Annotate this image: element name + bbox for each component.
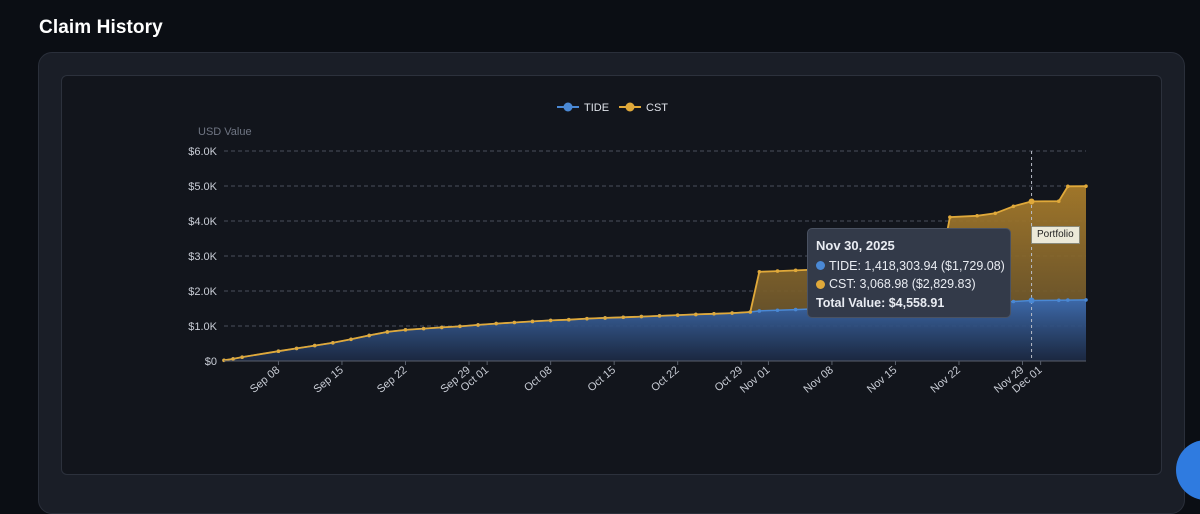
tide-point	[1066, 298, 1070, 302]
cst-point	[585, 316, 589, 321]
cst-dot-icon	[816, 279, 825, 289]
cst-point	[294, 346, 299, 351]
cst-point	[222, 358, 226, 363]
cst-point	[349, 337, 353, 342]
cst-point	[993, 211, 998, 216]
cst-point	[439, 325, 444, 330]
tide-point	[757, 309, 762, 313]
cst-point	[775, 269, 780, 273]
legend-item-cst: CST	[619, 102, 668, 114]
cst-point	[1084, 184, 1088, 188]
cst-point	[567, 317, 571, 322]
tooltip-tide-text: TIDE: 1,418,303.94 ($1,729.08)	[829, 258, 1005, 273]
legend-label: CST	[646, 102, 668, 114]
x-tick-label: Nov 08	[801, 364, 835, 396]
tide-point	[1011, 299, 1016, 304]
tide-point	[1056, 298, 1061, 303]
x-tick-label: Nov 01	[738, 364, 772, 396]
x-tick-label: Sep 22	[375, 364, 409, 396]
claim-history-chart[interactable]: $0 $1.0K $2.0K $3.0K $4.0K $5.0K $6.0K USD Valu…	[0, 0, 1200, 485]
cst-point	[312, 343, 317, 348]
cst-point	[675, 313, 680, 317]
cst-point	[657, 314, 662, 318]
cst-point	[548, 318, 553, 323]
cst-point	[948, 215, 952, 219]
x-tick-label: Sep 08	[248, 364, 282, 396]
cst-point	[694, 312, 698, 317]
cst-point	[421, 326, 426, 331]
cst-point	[1066, 184, 1070, 189]
x-tick-label: Sep 15	[311, 364, 345, 396]
tooltip-row-cst: CST: 3,068.98 ($2,829.83)	[816, 275, 1002, 294]
x-tick-label: Oct 08	[522, 364, 555, 394]
tooltip-title: Nov 30, 2025	[816, 238, 895, 253]
y-tick-label: $4.0K	[188, 216, 217, 228]
cst-point	[748, 310, 753, 314]
cst-point	[1011, 204, 1016, 209]
legend-swatch-dot	[563, 102, 573, 112]
cst-point	[975, 213, 979, 218]
cst-point	[458, 324, 462, 329]
cst-point	[757, 269, 762, 274]
y-axis-title: USD Value	[198, 126, 252, 138]
tide-dot-icon	[816, 261, 825, 270]
x-tick-label: Oct 15	[586, 364, 619, 394]
cst-point	[603, 316, 607, 320]
cst-point	[240, 355, 244, 359]
cst-point	[367, 333, 371, 338]
cst-point	[1056, 199, 1061, 204]
cst-point	[639, 314, 644, 319]
crosshair-label: Portfolio	[1031, 226, 1080, 244]
cst-point	[621, 315, 626, 320]
y-tick-label: $2.0K	[188, 286, 217, 298]
page-title: Claim History	[39, 17, 163, 38]
cst-point	[494, 321, 499, 326]
tooltip-total: Total Value: $4,558.91	[816, 295, 945, 310]
y-tick-label: $1.0K	[188, 321, 217, 333]
cst-point	[331, 341, 335, 345]
tide-point	[1084, 298, 1088, 302]
cst-point	[793, 268, 798, 273]
legend-swatch-dot	[625, 102, 635, 112]
legend-item-tide: TIDE	[557, 102, 609, 114]
cst-point	[276, 349, 281, 354]
y-tick-label: $5.0K	[188, 181, 217, 193]
y-tick-label: $0	[205, 356, 217, 368]
cst-point	[512, 320, 517, 325]
y-tick-label: $6.0K	[188, 146, 217, 158]
x-tick-label: Nov 22	[928, 364, 962, 396]
legend-label: TIDE	[584, 102, 609, 114]
cst-point	[530, 319, 535, 324]
cst-point	[231, 357, 235, 361]
x-tick-label: Nov 15	[865, 364, 899, 396]
tide-hover-point	[1028, 297, 1035, 304]
cst-point	[403, 328, 408, 332]
cst-point	[385, 330, 390, 334]
cst-point	[712, 311, 716, 316]
cst-hover-point	[1028, 198, 1035, 205]
y-tick-label: $3.0K	[188, 251, 217, 263]
tide-point	[793, 307, 798, 312]
cst-point	[476, 323, 480, 327]
x-tick-label: Oct 22	[649, 364, 682, 394]
cst-point	[730, 311, 734, 315]
tooltip-cst-text: CST: 3,068.98 ($2,829.83)	[829, 277, 976, 291]
tide-point	[775, 308, 780, 313]
tooltip-row-tide: TIDE: 1,418,303.94 ($1,729.08)	[816, 257, 1005, 276]
chart-tooltip: Nov 30, 2025 TIDE: 1,418,303.94 ($1,729.…	[807, 228, 1011, 318]
